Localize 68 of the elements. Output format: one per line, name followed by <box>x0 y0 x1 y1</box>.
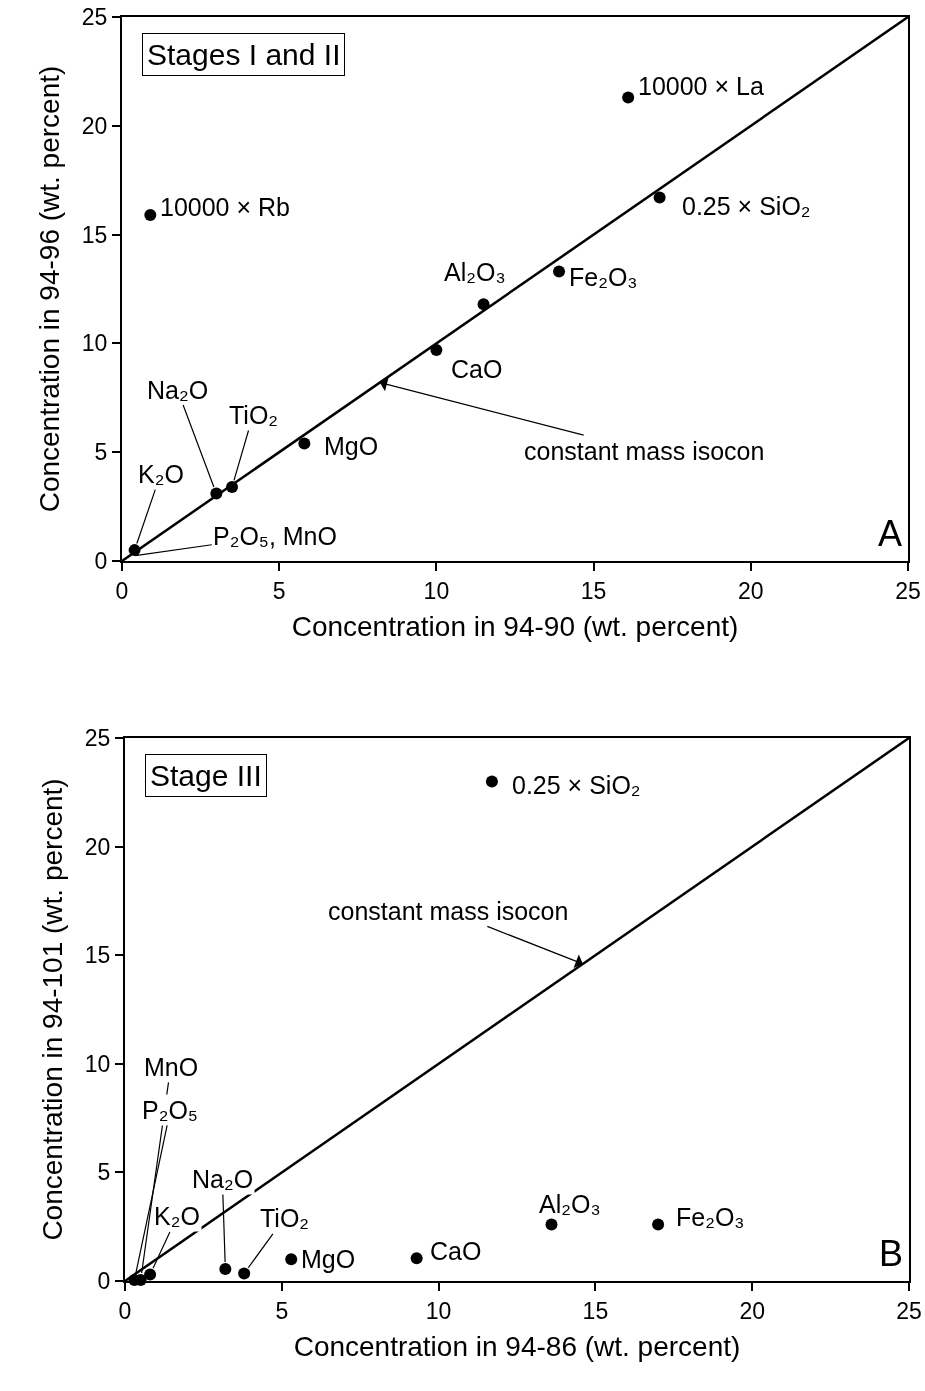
y-tick-label: 0 <box>94 548 108 575</box>
annotation: constant mass isocon <box>328 897 569 925</box>
x-tick-label: 25 <box>895 577 921 604</box>
annotation: constant mass isocon <box>524 437 765 465</box>
annotation: B <box>879 1233 904 1274</box>
x-tick-label: 20 <box>739 1297 765 1324</box>
annotation: Na₂O <box>192 1165 254 1193</box>
annotation: K₂O <box>138 460 184 488</box>
point <box>298 437 311 450</box>
x-tick-label: 20 <box>738 577 764 604</box>
annotation: CaO <box>451 355 503 383</box>
y-tick-label: 25 <box>81 4 108 31</box>
y-tick-label: 10 <box>84 1050 111 1077</box>
text: Stage III <box>150 759 262 792</box>
annotation: P₂O₅, MnO <box>213 522 337 550</box>
x-tick-label: 10 <box>425 1297 452 1324</box>
point <box>653 191 666 204</box>
point <box>485 775 498 788</box>
point <box>545 1218 558 1231</box>
point <box>219 1263 232 1276</box>
point <box>238 1267 251 1280</box>
annotation: P₂O₅ <box>142 1096 198 1124</box>
y-tick-label: 0 <box>97 1268 111 1295</box>
annotation: 0.25 × SiO₂ <box>682 192 811 220</box>
point <box>622 91 635 104</box>
annotation: MgO <box>324 432 379 460</box>
point <box>553 265 566 278</box>
x-tick-label: 10 <box>423 577 450 604</box>
y-tick-label: 15 <box>84 942 111 969</box>
y-tick-label: 10 <box>81 330 108 357</box>
x-tick-label: 25 <box>896 1297 922 1324</box>
point <box>652 1218 665 1231</box>
x-tick-label: 15 <box>582 1297 609 1324</box>
x-tick-label: 5 <box>275 1297 289 1324</box>
y-tick-label: 5 <box>97 1159 111 1186</box>
y-tick-label: 5 <box>94 439 108 466</box>
y-tick-label: 15 <box>81 221 108 248</box>
text: Stages I and II <box>147 38 341 71</box>
y-axis-title: Concentration in 94-101 (wt. percent) <box>37 778 69 1241</box>
x-axis-title: Concentration in 94-90 (wt. percent) <box>291 611 739 643</box>
annotation: K₂O <box>154 1202 200 1230</box>
annotation: Fe₂O₃ <box>569 263 638 291</box>
point <box>144 1268 157 1281</box>
annotation: MgO <box>301 1245 356 1273</box>
annotation: TiO₂ <box>260 1204 310 1232</box>
annotation: TiO₂ <box>229 401 279 429</box>
annotation: Na₂O <box>147 376 209 404</box>
x-axis-title: Concentration in 94-86 (wt. percent) <box>293 1331 741 1363</box>
x-tick-label: 0 <box>118 1297 132 1324</box>
annotation: 10000 × Rb <box>160 193 290 221</box>
x-tick-label: 0 <box>115 577 129 604</box>
annotation: CaO <box>430 1237 482 1265</box>
annotation: Al₂O₃ <box>444 258 506 286</box>
annotation: A <box>878 513 903 554</box>
point <box>144 209 157 222</box>
point <box>410 1252 423 1265</box>
y-tick-label: 20 <box>81 112 108 139</box>
annotation: Al₂O₃ <box>539 1190 601 1218</box>
y-axis-title: Concentration in 94-96 (wt. percent) <box>34 65 66 513</box>
x-tick-label: 15 <box>580 577 607 604</box>
annotation: 0.25 × SiO₂ <box>512 771 641 799</box>
point <box>285 1253 298 1266</box>
y-tick-label: 20 <box>84 833 111 860</box>
y-tick-label: 25 <box>84 725 111 752</box>
x-tick-label: 5 <box>272 577 286 604</box>
annotation: MnO <box>144 1053 199 1081</box>
annotation: 10000 × La <box>638 72 764 100</box>
annotation: Fe₂O₃ <box>676 1203 745 1231</box>
